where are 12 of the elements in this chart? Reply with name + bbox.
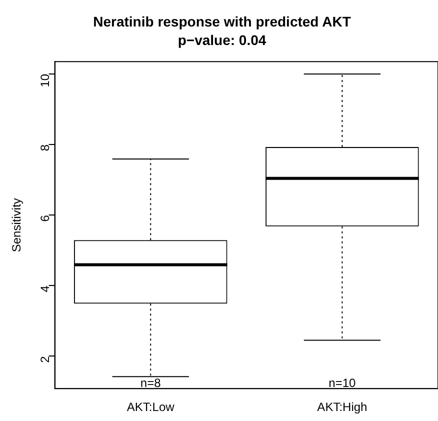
y-tick-label: 6: [38, 214, 52, 222]
y-tick-label: 2: [38, 356, 52, 363]
chart-title: Neratinib response with predicted AKT: [93, 13, 352, 30]
chart-subtitle: p−value: 0.04: [178, 32, 266, 48]
y-tick-label: 10: [38, 74, 52, 88]
annotation: n=10: [328, 376, 356, 390]
annotation: n=8: [140, 376, 162, 390]
y-tick-label: 4: [38, 285, 52, 292]
y-tick-label: 8: [38, 144, 52, 152]
y-axis-title: Sensitivity: [10, 198, 24, 252]
x-tick-label: AKT:High: [317, 400, 368, 414]
x-tick-label: AKT:Low: [126, 400, 175, 414]
